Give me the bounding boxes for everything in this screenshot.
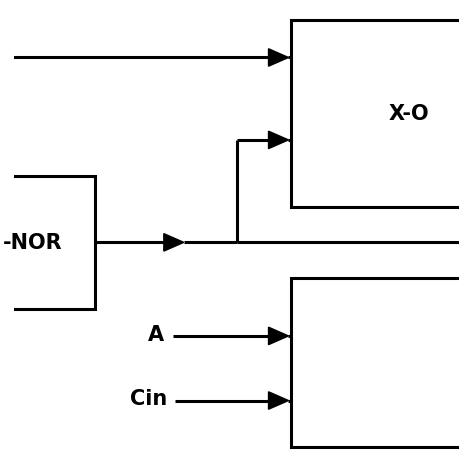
Polygon shape bbox=[268, 50, 288, 67]
Bar bbox=[0, 176, 95, 309]
Text: Cin: Cin bbox=[130, 388, 167, 409]
Bar bbox=[290, 279, 459, 448]
Polygon shape bbox=[163, 234, 184, 252]
Polygon shape bbox=[268, 132, 288, 149]
Polygon shape bbox=[268, 392, 288, 409]
Bar bbox=[290, 21, 459, 207]
Text: -NOR: -NOR bbox=[2, 233, 62, 253]
Text: A: A bbox=[148, 324, 164, 344]
Text: X-O: X-O bbox=[388, 104, 428, 124]
Polygon shape bbox=[268, 327, 288, 345]
